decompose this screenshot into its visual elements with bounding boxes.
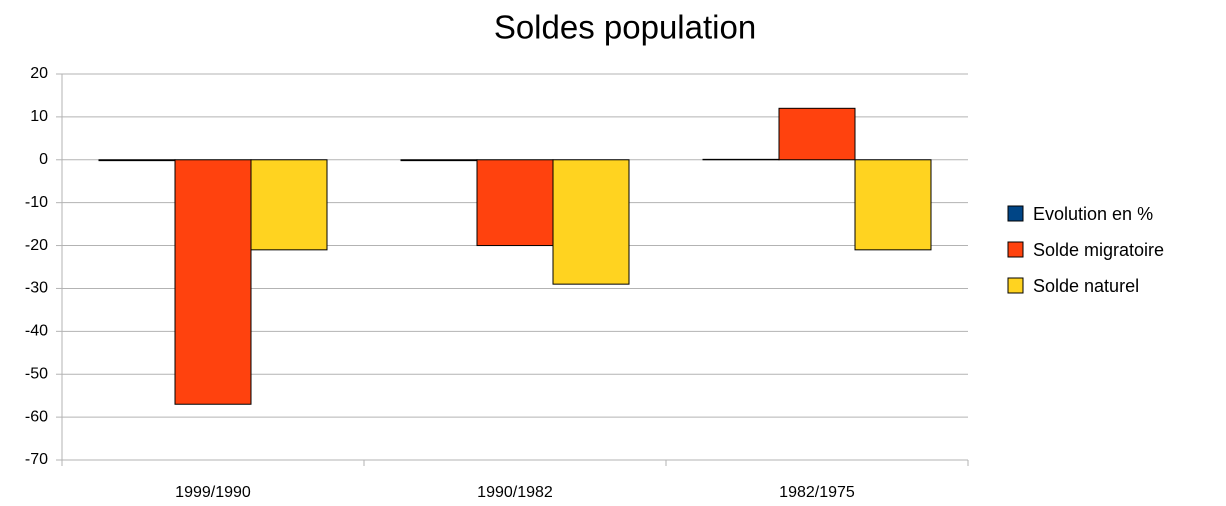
y-tick-label: -60	[25, 408, 48, 425]
y-tick-label: -70	[25, 451, 48, 468]
legend-swatch	[1007, 277, 1024, 294]
y-tick-label: -50	[25, 365, 48, 382]
y-tick-label: -40	[25, 323, 48, 340]
bar	[552, 159, 630, 285]
chart-title: Soldes population	[494, 9, 756, 46]
bar	[778, 107, 856, 161]
y-tick-label: 20	[30, 65, 48, 82]
legend-swatch	[1007, 205, 1024, 222]
bar	[250, 159, 328, 251]
bar	[476, 159, 554, 247]
x-tick-label: 1999/1990	[175, 484, 251, 501]
y-tick-label: -10	[25, 194, 48, 211]
legend-label: Solde migratoire	[1033, 240, 1164, 260]
legend-swatch	[1007, 241, 1024, 258]
y-tick-label: -30	[25, 280, 48, 297]
x-tick-label: 1982/1975	[779, 484, 855, 501]
y-tick-label: -20	[25, 237, 48, 254]
x-tick-label: 1990/1982	[477, 484, 553, 501]
y-tick-label: 0	[39, 151, 48, 168]
bar	[174, 159, 252, 405]
legend-label: Evolution en %	[1033, 204, 1153, 224]
bar	[98, 159, 176, 162]
legend-label: Solde naturel	[1033, 276, 1139, 296]
bar	[854, 159, 932, 251]
bar	[400, 159, 478, 162]
y-tick-label: 10	[30, 108, 48, 125]
